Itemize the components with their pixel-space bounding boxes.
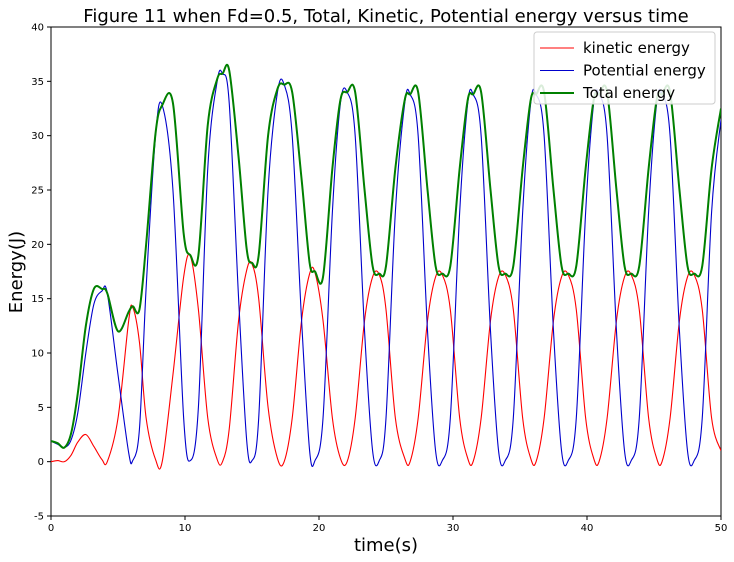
chart-title: Figure 11 when Fd=0.5, Total, Kinetic, P… (83, 6, 688, 27)
x-tick-label: 20 (313, 523, 326, 534)
y-axis: -5 0 5 10 15 20 25 30 35 40 (31, 23, 51, 523)
x-axis-label: time(s) (354, 535, 418, 556)
legend-label-kinetic-energy: kinetic energy (583, 39, 690, 57)
series-line-kinetic-energy (51, 253, 721, 470)
x-tick-label: 30 (447, 523, 460, 534)
x-tick-label: 40 (581, 523, 594, 534)
y-tick-label: 10 (31, 349, 44, 360)
y-tick-label: 30 (31, 131, 44, 142)
x-tick-label: 50 (715, 523, 728, 534)
legend-items: kinetic energy Potential energy Total ener… (540, 39, 706, 102)
y-tick-label: 25 (31, 186, 44, 197)
y-tick-label: 35 (31, 77, 44, 88)
x-tick-label: 10 (179, 523, 192, 534)
y-axis-label: Energy(J) (6, 231, 27, 313)
legend-label-potential-energy: Potential energy (583, 62, 706, 80)
series-line-total-energy (51, 63, 721, 449)
y-tick-label: -5 (34, 512, 44, 523)
legend: kinetic energy Potential energy Total ener… (533, 31, 716, 105)
x-axis: 0 10 20 30 40 50 (48, 516, 728, 534)
legend-label-total-energy: Total energy (582, 84, 675, 102)
plot-frame (50, 26, 722, 517)
y-tick-label: 40 (31, 23, 44, 34)
y-tick-label: 5 (38, 403, 44, 414)
y-tick-label: 15 (31, 294, 44, 305)
series-group (51, 63, 721, 470)
series-line-potential-energy (51, 69, 721, 468)
x-tick-label: 0 (48, 523, 54, 534)
y-tick-label: 20 (31, 240, 44, 251)
legend-box (533, 31, 716, 105)
y-tick-label: 0 (38, 457, 44, 468)
